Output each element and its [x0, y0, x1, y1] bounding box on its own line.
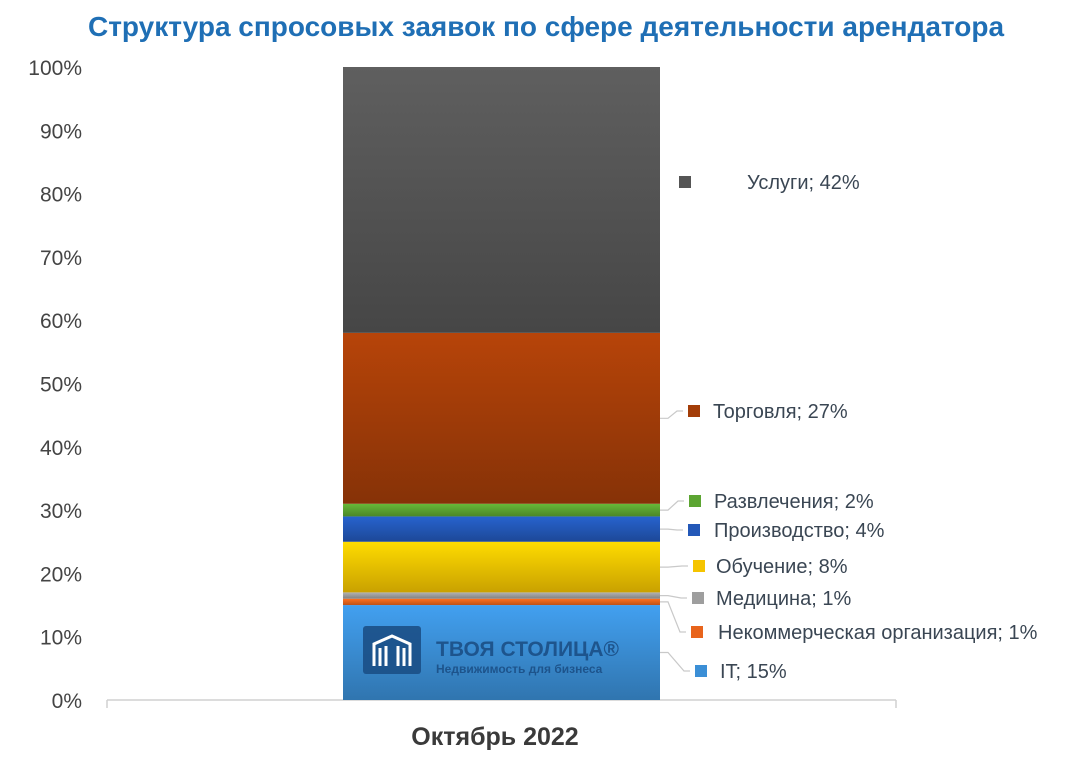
- legend-marker: [679, 176, 691, 188]
- data-label: Торговля; 27%: [713, 401, 848, 423]
- y-tick-label: 80%: [40, 184, 82, 207]
- bar-segment-4: [343, 541, 660, 593]
- label-leader-lines: [660, 410, 690, 672]
- y-tick-label: 60%: [40, 310, 82, 333]
- data-labels: IT; 15% Некоммерческая организация; 1% Мед…: [679, 172, 1038, 683]
- y-axis: 0% 10% 20% 30% 40% 50% 60% 70% 80% 90% 100%: [28, 57, 82, 713]
- legend-marker: [691, 626, 703, 638]
- leader-line: [660, 565, 688, 568]
- bar-segment-6: [343, 503, 660, 517]
- data-label: IT; 15%: [720, 661, 787, 683]
- legend-marker: [692, 592, 704, 604]
- y-tick-label: 20%: [40, 563, 82, 586]
- bar-segment-7: [343, 332, 660, 504]
- y-tick-label: 40%: [40, 437, 82, 460]
- bar-segment-2: [343, 598, 660, 606]
- data-label: Развлечения; 2%: [714, 491, 874, 513]
- legend-marker: [688, 524, 700, 536]
- leader-line: [660, 601, 686, 633]
- watermark-brand: ТВОЯ СТОЛИЦА®: [436, 638, 620, 661]
- x-category-label: Октябрь 2022: [411, 723, 578, 751]
- watermark-tagline: Недвижимость для бизнеса: [436, 662, 603, 676]
- leader-line: [660, 595, 687, 599]
- watermark-logo: ТВОЯ СТОЛИЦА® Недвижимость для бизнеса: [363, 626, 620, 676]
- legend-marker: [688, 405, 700, 417]
- leader-line: [660, 500, 684, 511]
- legend-marker: [693, 560, 705, 572]
- leader-line: [660, 651, 690, 672]
- data-label: Медицина; 1%: [716, 588, 851, 610]
- y-tick-label: 100%: [28, 57, 82, 80]
- y-tick-label: 90%: [40, 120, 82, 143]
- stacked-bar: [343, 67, 660, 700]
- bar-segment-3: [343, 592, 660, 599]
- chart-title: Структура спросовых заявок по сфере деят…: [88, 11, 1004, 42]
- watermark-building-icon: [372, 634, 412, 666]
- leader-line: [660, 410, 683, 419]
- legend-marker: [695, 665, 707, 677]
- y-tick-label: 30%: [40, 500, 82, 523]
- data-label: Обучение; 8%: [716, 556, 848, 578]
- data-label: Услуги; 42%: [747, 172, 860, 194]
- y-tick-label: 50%: [40, 374, 82, 397]
- bar-segment-5: [343, 516, 660, 542]
- leader-line: [660, 528, 683, 531]
- watermark-emblem: [363, 626, 421, 674]
- data-label: Некоммерческая организация; 1%: [718, 622, 1038, 644]
- bar-segment-8: [343, 67, 660, 333]
- legend-marker: [689, 495, 701, 507]
- y-tick-label: 0%: [52, 690, 82, 713]
- data-label: Производство; 4%: [714, 520, 885, 542]
- y-tick-label: 70%: [40, 247, 82, 270]
- y-tick-label: 10%: [40, 627, 82, 650]
